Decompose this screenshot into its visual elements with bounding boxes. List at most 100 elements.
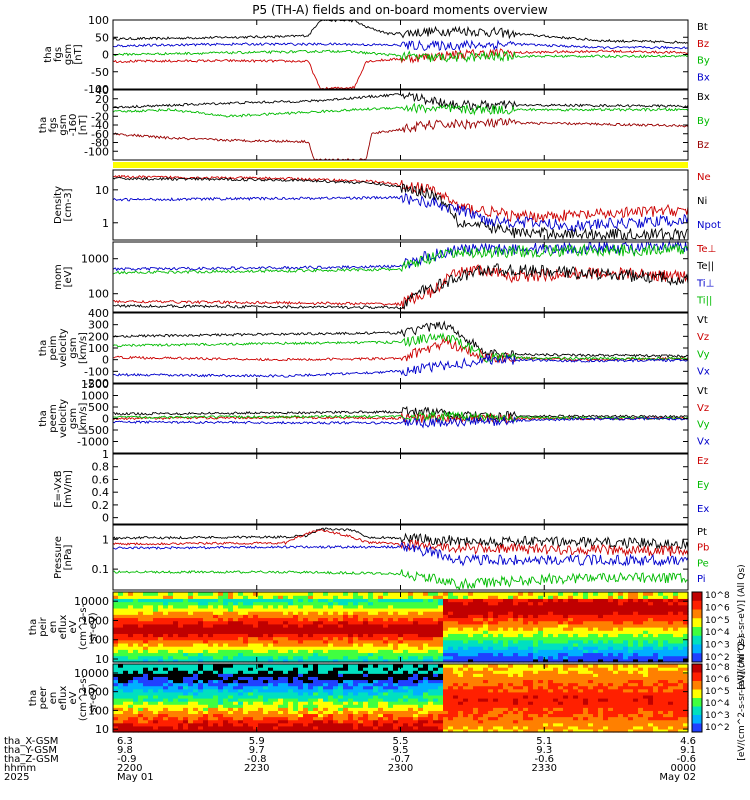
spectrogram-cell (128, 607, 134, 612)
spectrogram-cell (433, 652, 439, 657)
spectrogram-cell (478, 676, 484, 681)
spectrogram-cell (508, 642, 514, 647)
spectrogram-cell (228, 719, 234, 724)
spectrogram-cell (248, 722, 254, 727)
spectrogram-cell (598, 611, 604, 615)
spectrogram-cell (213, 667, 219, 671)
spectrogram-cell (293, 592, 299, 596)
spectrogram-cell (373, 670, 379, 674)
spectrogram-cell (658, 649, 664, 654)
spectrogram-cell (233, 592, 239, 596)
spectrogram-cell (288, 595, 294, 599)
colorbar-swatch (692, 653, 702, 663)
spectrogram-cell (268, 698, 274, 702)
spectrogram-cell (343, 627, 349, 631)
spectrogram-cell (443, 667, 449, 671)
spectrogram-cell (348, 620, 354, 625)
spectrogram-cell (168, 716, 174, 721)
spectrogram-cell (448, 704, 454, 708)
spectrogram-cell (243, 595, 249, 599)
spectrogram-cell (508, 676, 514, 681)
spectrogram-cell (423, 617, 429, 622)
spectrogram-cell (413, 604, 419, 609)
spectrogram-cell (563, 676, 569, 681)
spectrogram-cell (233, 627, 239, 631)
spectrogram-cell (403, 611, 409, 615)
spectrogram-cell (348, 627, 354, 631)
spectrogram-cell (303, 639, 309, 644)
spectrogram-cell (578, 691, 584, 696)
spectrogram-cell (218, 691, 224, 696)
spectrogram-cell (178, 630, 184, 634)
spectrogram-cell (333, 670, 339, 674)
spectrogram-cell (343, 716, 349, 721)
spectrogram-cell (293, 682, 299, 687)
spectrogram-cell (138, 701, 144, 705)
y-axis-label-line: [cm-3] (63, 188, 74, 221)
colorbar-swatch (692, 609, 702, 619)
spectrogram-cell (233, 682, 239, 687)
spectrogram-cell (143, 652, 149, 657)
spectrogram-cell (458, 636, 464, 641)
spectrogram-cell (598, 630, 604, 634)
spectrogram-cell (508, 614, 514, 619)
spectrogram-cell (643, 623, 649, 628)
spectrogram-cell (308, 617, 314, 622)
spectrogram-cell (223, 652, 229, 657)
spectrogram-cell (368, 617, 374, 622)
spectrogram-cell (223, 728, 229, 733)
spectrogram-cell (523, 679, 529, 684)
spectrogram-cell (153, 649, 159, 654)
spectrogram-cell (223, 698, 229, 702)
spectrogram-cell (413, 670, 419, 674)
spectrogram-cell (333, 682, 339, 687)
spectrogram-cell (273, 623, 279, 628)
spectrogram-cell (148, 673, 154, 677)
spectrogram-cell (188, 623, 194, 628)
spectrogram-cell (623, 601, 629, 606)
spectrogram-cell (368, 707, 374, 711)
spectrogram-cell (423, 601, 429, 606)
spectrogram-cell (323, 728, 329, 733)
spectrogram-cell (588, 620, 594, 625)
spectrogram-cell (673, 598, 679, 603)
spectrogram-cell (183, 652, 189, 657)
spectrogram-cell (328, 655, 334, 660)
spectrogram-cell (428, 667, 434, 671)
spectrogram-cell (558, 682, 564, 687)
spectrogram-cell (343, 682, 349, 687)
spectrogram-cell (423, 598, 429, 603)
spectrogram-cell (408, 667, 414, 671)
spectrogram-cell (323, 623, 329, 628)
spectrogram-cell (293, 614, 299, 619)
spectrogram-cell (338, 623, 344, 628)
spectrogram-cell (648, 633, 654, 638)
spectrogram-cell (368, 623, 374, 628)
spectrogram-cell (323, 642, 329, 647)
spectrogram-cell (238, 623, 244, 628)
y-tick-label: -20 (91, 110, 109, 123)
spectrogram-cell (628, 623, 634, 628)
spectrogram-cell (473, 685, 479, 690)
spectrogram-cell (578, 694, 584, 699)
spectrogram-cell (343, 691, 349, 696)
spectrogram-cell (113, 652, 119, 657)
spectrogram-cell (198, 658, 204, 663)
spectrogram-cell (268, 633, 274, 638)
spectrogram-cell (233, 607, 239, 612)
spectrogram-cell (318, 691, 324, 696)
spectrogram-cell (423, 698, 429, 702)
spectrogram-cell (523, 667, 529, 671)
spectrogram-cell (273, 642, 279, 647)
spectrogram-cell (458, 649, 464, 654)
spectrogram-cell (283, 630, 289, 634)
spectrogram-cell (423, 595, 429, 599)
spectrogram-cell (418, 664, 424, 668)
spectrogram-cell (593, 623, 599, 628)
spectrogram-cell (628, 607, 634, 612)
spectrogram-cell (158, 716, 164, 721)
spectrogram-cell (678, 614, 684, 619)
y-axis-label-line: sr-eV) (88, 612, 99, 641)
spectrogram-cell (208, 704, 214, 708)
